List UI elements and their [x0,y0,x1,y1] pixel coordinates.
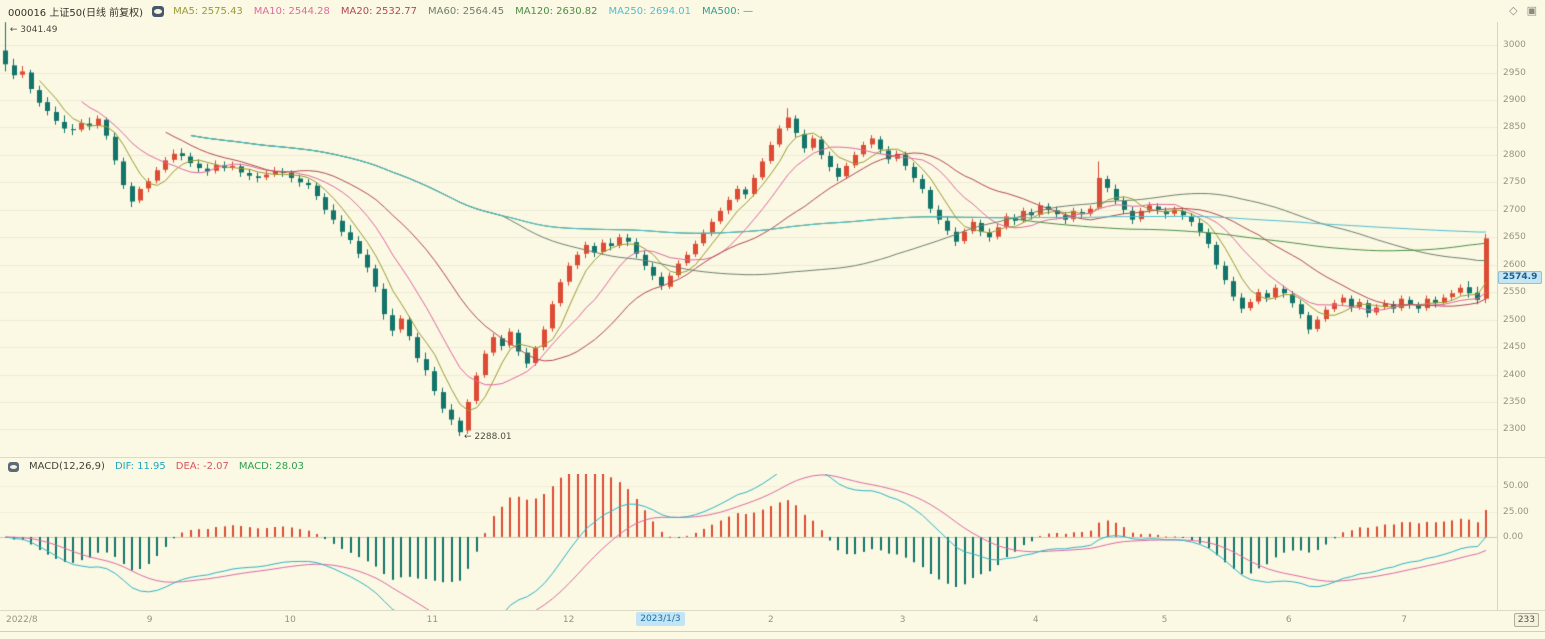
ma-indicator-ma500: MA500: — [702,5,754,17]
price-tick-label: 2750 [1503,177,1526,188]
macd-dif-value: DIF: 11.95 [114,461,166,472]
high-price-annotation: ← 3041.49 [9,25,58,36]
last-price-tag: 2574.9 [1498,271,1542,285]
indicator-icon[interactable] [8,461,19,472]
eye-icon[interactable] [152,5,165,17]
axis-separator [1497,22,1498,610]
macd-tick-label: 25.00 [1503,506,1529,517]
price-tick-label: 2950 [1503,67,1526,78]
price-tick-label: 2650 [1503,232,1526,243]
price-tick-label: 2700 [1503,204,1526,215]
ma-indicator-ma60: MA60: 2564.45 [427,5,505,17]
time-tick-label: 9 [146,615,153,625]
price-tick-label: 3000 [1503,40,1526,51]
low-price-annotation: ← 2288.01 [464,432,512,443]
price-tick-label: 2550 [1503,287,1526,298]
time-axis-divider [0,610,1545,611]
price-tick-label: 2500 [1503,314,1526,325]
macd-tick-label: 50.00 [1503,481,1529,492]
time-tick-label: 11 [426,615,439,625]
time-tick-label: 12 [562,615,575,625]
macd-tick-label: 0.00 [1503,531,1524,542]
price-tick-label: 2800 [1503,149,1526,160]
price-tick-label: 2400 [1503,369,1526,380]
bar-count-label: 233 [1513,613,1539,627]
macd-chart[interactable] [0,474,1497,610]
ma-indicator-ma20: MA20: 2532.77 [340,5,417,17]
header-toolbar: ◇ ▣ [1509,3,1537,18]
price-tick-label: 2300 [1503,424,1526,435]
time-tick-label-highlighted: 2023/1/3 [636,612,685,626]
price-tick-label: 2450 [1503,342,1526,353]
price-tick-label: 2600 [1503,259,1526,270]
time-tick-label: 7 [1401,615,1407,625]
ma-indicator-list: MA5: 2575.43 MA10: 2544.28 MA20: 2532.77 MA… [173,6,764,17]
candlestick-chart[interactable] [0,22,1497,458]
macd-hist-value: MACD: 28.03 [238,461,305,472]
price-tick-label: 2900 [1503,94,1526,105]
price-tick-label: 2850 [1503,122,1526,133]
symbol-title: 000016 上证50(日线 前复权) [8,7,144,19]
bottom-border [0,631,1545,632]
chart-header: 000016 上证50(日线 前复权) MA5: 2575.43 MA10: 25… [0,0,1497,22]
time-tick-label: 4 [1032,615,1039,625]
time-tick-label: 6 [1285,615,1292,625]
ma-indicator-ma250: MA250: 2694.01 [608,5,692,17]
macd-header: MACD(12,26,9) DIF: 11.95 DEA: -2.07 MACD… [8,459,304,474]
settings-icon[interactable]: ◇ [1509,4,1518,17]
time-tick-label: 2 [767,615,774,625]
price-tick-label: 2350 [1503,396,1526,407]
time-tick-label: 2022/8 [5,615,38,625]
time-tick-label: 3 [899,615,906,625]
macd-params: MACD(12,26,9) [29,461,105,472]
time-tick-label: 5 [1161,615,1168,625]
macd-dea-value: DEA: -2.07 [175,461,229,472]
panel-divider [0,457,1545,458]
ma-indicator-ma120: MA120: 2630.82 [515,5,598,17]
ma-indicator-ma5: MA5: 2575.43 [173,5,243,17]
time-tick-label: 10 [284,615,296,625]
fullscreen-icon[interactable]: ▣ [1526,4,1537,17]
ma-indicator-ma10: MA10: 2544.28 [253,5,330,17]
